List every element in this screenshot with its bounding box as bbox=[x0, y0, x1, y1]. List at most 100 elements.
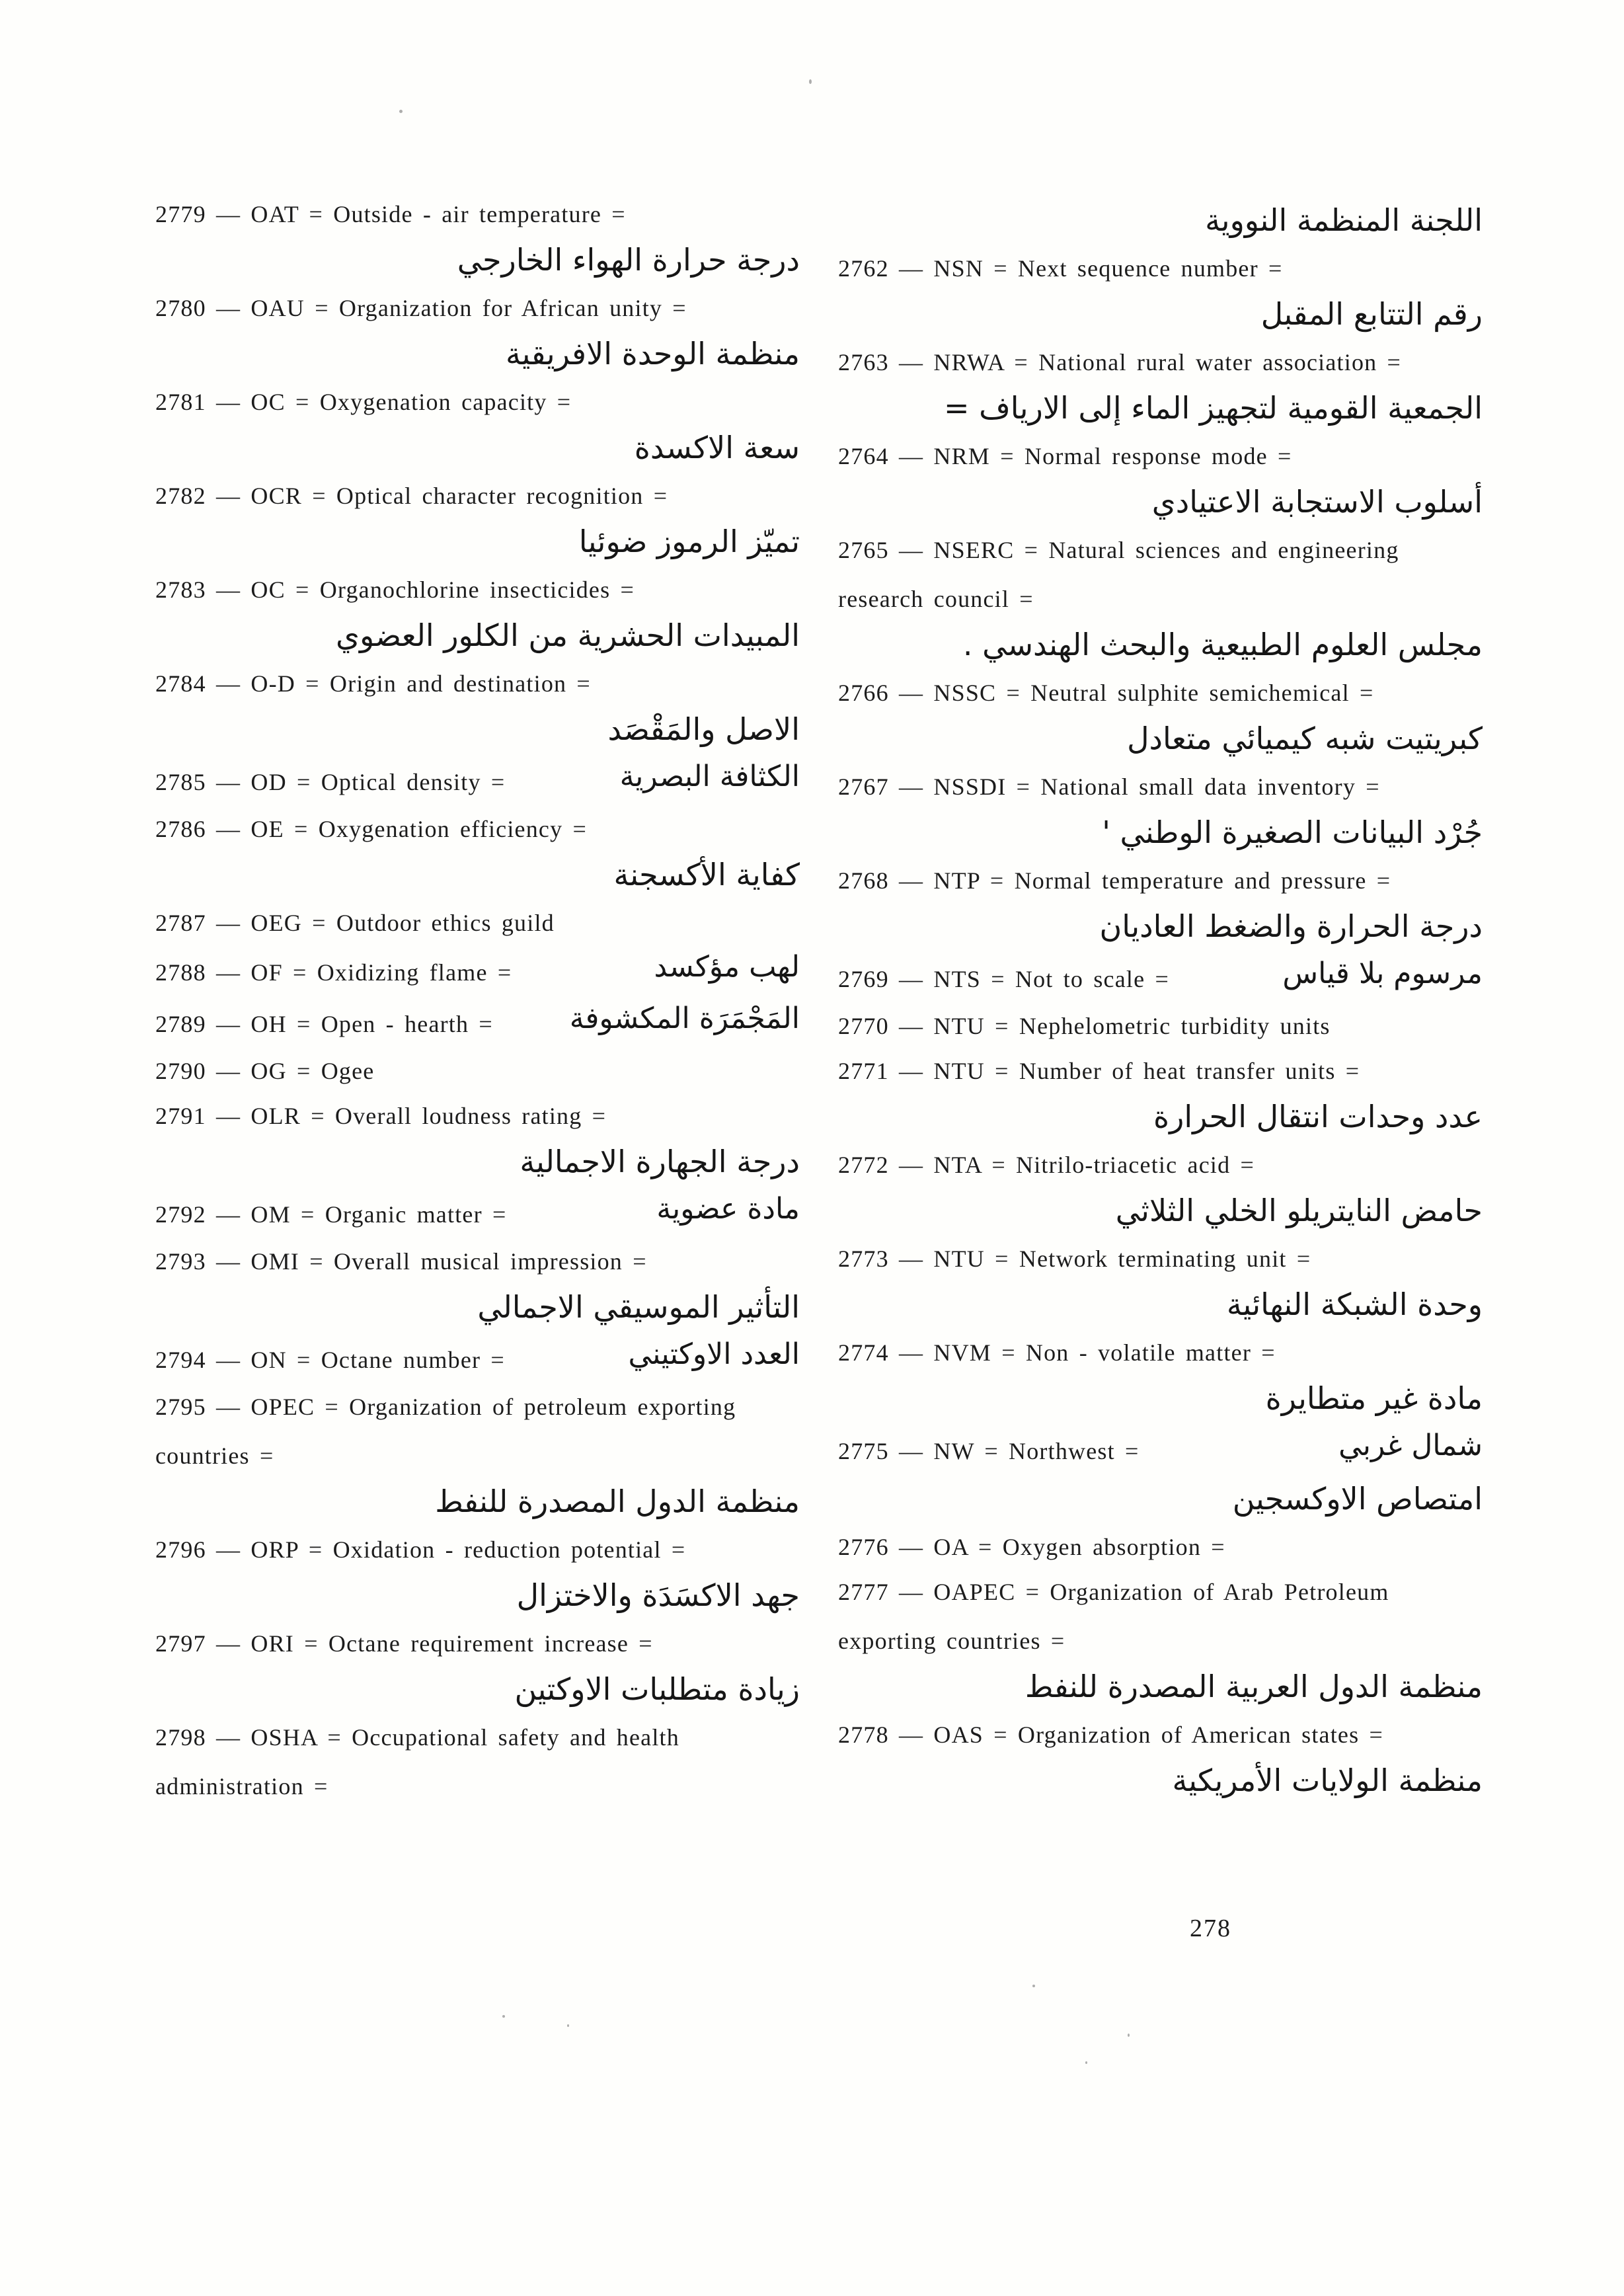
entry-english-text: 2775 — NW = Northwest = bbox=[838, 1438, 1140, 1464]
entry-arabic-translation: كفاية الأكسجنة bbox=[613, 857, 800, 892]
glossary-entry: 2765 — NSERC = Natural sciences and engi… bbox=[838, 534, 1483, 664]
entry-arabic-translation: مجلس العلوم الطبيعية والبحث الهندسي . bbox=[962, 627, 1483, 662]
entry-line: 2763 — NRWA = National rural water assoc… bbox=[838, 346, 1483, 378]
glossary-entry: 2787 — OEG = Outdoor ethics guild bbox=[155, 907, 800, 939]
entry-line: 2764 — NRM = Normal response mode = bbox=[838, 440, 1483, 472]
entry-line: 2762 — NSN = Next sequence number = bbox=[838, 253, 1483, 284]
entry-english-text: 2765 — NSERC = Natural sciences and engi… bbox=[838, 537, 1399, 563]
entry-english-text: 2794 — ON = Octane number = bbox=[155, 1347, 505, 1373]
entry-arabic-translation: تميّز الرموز ضوئيا bbox=[578, 524, 800, 559]
glossary-entry: 2762 — NSN = Next sequence number = رقم … bbox=[838, 253, 1483, 333]
entry-line: 2789 — OH = Open - hearth = المَجْمَرَة … bbox=[155, 1002, 800, 1042]
entry-arabic-translation: درجة حرارة الهواء الخارجي bbox=[457, 242, 800, 278]
entry-line: 2780 — OAU = Organization for African un… bbox=[155, 292, 800, 324]
glossary-entry: 2784 — O-D = Origin and destination = ال… bbox=[155, 668, 800, 748]
entry-line: 2794 — ON = Octane number = العدد الاوكت… bbox=[155, 1337, 800, 1378]
entry-arabic-inline: لهب مؤكسد bbox=[654, 950, 800, 984]
entry-line: 2781 — OC = Oxygenation capacity = bbox=[155, 386, 800, 418]
glossary-entry: اللجنة المنظمة النووية bbox=[838, 159, 1483, 239]
glossary-entry: 2771 — NTU = Number of heat transfer uni… bbox=[838, 1055, 1483, 1136]
entry-line: 2782 — OCR = Optical character recogniti… bbox=[155, 480, 800, 512]
glossary-entry: 2775 — NW = Northwest = شمال غربي امتصاص… bbox=[838, 1429, 1483, 1518]
glossary-entry: 2789 — OH = Open - hearth = المَجْمَرَة … bbox=[155, 1002, 800, 1042]
entry-arabic-inline: العدد الاوكتيني bbox=[628, 1337, 800, 1371]
glossary-entry: 2776 — OA = Oxygen absorption = bbox=[838, 1531, 1483, 1563]
entry-arabic-translation: حامض النايتريلو الخلي الثلاثي bbox=[1115, 1193, 1483, 1228]
entry-english-text: 2763 — NRWA = National rural water assoc… bbox=[838, 349, 1402, 376]
entry-line: 2779 — OAT = Outside - air temperature = bbox=[155, 198, 800, 230]
scan-speck bbox=[1032, 1985, 1035, 1987]
entry-arabic-translation: منظمة الولايات الأمريكية bbox=[1172, 1762, 1483, 1798]
glossary-entry: 2793 — OMI = Overall musical impression … bbox=[155, 1246, 800, 1326]
glossary-entry: 2783 — OC = Organochlorine insecticides … bbox=[155, 574, 800, 654]
entry-english-text: 2788 — OF = Oxidizing flame = bbox=[155, 959, 512, 986]
column-left: 2779 — OAT = Outside - air temperature =… bbox=[155, 198, 800, 1815]
glossary-entry: 2798 — OSHA = Occupational safety and he… bbox=[155, 1722, 800, 1802]
entry-arabic-translation: رقم التتابع المقبل bbox=[1260, 296, 1483, 332]
scan-speck bbox=[502, 2015, 505, 2018]
entry-arabic-translation: منظمة الدول المصدرة للنفط bbox=[435, 1484, 800, 1519]
entry-english-text: 2777 — OAPEC = Organization of Arab Petr… bbox=[838, 1579, 1389, 1605]
entry-line: 2768 — NTP = Normal temperature and pres… bbox=[838, 865, 1483, 896]
entry-english-continuation: research council = bbox=[838, 586, 1034, 612]
entry-line: 2771 — NTU = Number of heat transfer uni… bbox=[838, 1055, 1483, 1087]
entry-line bbox=[838, 159, 1483, 190]
glossary-entry: 2795 — OPEC = Organization of petroleum … bbox=[155, 1391, 800, 1521]
entry-english-text: 2798 — OSHA = Occupational safety and he… bbox=[155, 1724, 679, 1751]
entry-line: 2775 — NW = Northwest = شمال غربي bbox=[838, 1429, 1483, 1469]
entry-arabic-translation: أسلوب الاستجابة الاعتيادي bbox=[1151, 484, 1483, 520]
entry-english-continuation: administration = bbox=[155, 1773, 329, 1800]
entry-line: 2777 — OAPEC = Organization of Arab Petr… bbox=[838, 1576, 1483, 1608]
entry-line: 2783 — OC = Organochlorine insecticides … bbox=[155, 574, 800, 606]
entry-arabic-translation: جهد الاكسَدَة والاختزال bbox=[516, 1577, 800, 1613]
entry-english-text: 2793 — OMI = Overall musical impression … bbox=[155, 1248, 647, 1275]
entry-line: 2774 — NVM = Non - volatile matter = bbox=[838, 1337, 1483, 1368]
entry-line: 2787 — OEG = Outdoor ethics guild bbox=[155, 907, 800, 939]
glossary-entry: 2766 — NSSC = Neutral sulphite semichemi… bbox=[838, 677, 1483, 758]
glossary-entry: 2772 — NTA = Nitrilo-triacetic acid = حا… bbox=[838, 1149, 1483, 1230]
glossary-entry: 2797 — ORI = Octane requirement increase… bbox=[155, 1628, 800, 1708]
entry-line: 2770 — NTU = Nephelometric turbidity uni… bbox=[838, 1010, 1483, 1042]
entry-arabic-translation: كبريتيت شبه كيميائي متعادل bbox=[1127, 721, 1483, 756]
entry-arabic-translation: سعة الاكسدة bbox=[634, 430, 800, 465]
entry-english-text: 2769 — NTS = Not to scale = bbox=[838, 966, 1169, 992]
entry-line: 2785 — OD = Optical density = الكثافة ال… bbox=[155, 760, 800, 800]
glossary-entry: 2763 — NRWA = National rural water assoc… bbox=[838, 346, 1483, 427]
entry-arabic-inline: الكثافة البصرية bbox=[619, 760, 800, 793]
glossary-entry: 2782 — OCR = Optical character recogniti… bbox=[155, 480, 800, 561]
entry-english-text: 2792 — OM = Organic matter = bbox=[155, 1201, 507, 1228]
glossary-entry: 2785 — OD = Optical density = الكثافة ال… bbox=[155, 760, 800, 800]
entry-english-text: 2778 — OAS = Organization of American st… bbox=[838, 1722, 1384, 1748]
entry-line: 2788 — OF = Oxidizing flame = لهب مؤكسد bbox=[155, 950, 800, 990]
entry-english-text: 2790 — OG = Ogee bbox=[155, 1058, 375, 1084]
entry-english-text: 2787 — OEG = Outdoor ethics guild bbox=[155, 910, 555, 936]
entry-line: 2795 — OPEC = Organization of petroleum … bbox=[155, 1391, 800, 1423]
page-number: 278 bbox=[1190, 1915, 1231, 1942]
scan-speck bbox=[399, 110, 403, 113]
entry-line: 2796 — ORP = Oxidation - reduction poten… bbox=[155, 1534, 800, 1565]
entry-arabic-translation: زيادة متطلبات الاوكتين bbox=[514, 1671, 800, 1707]
entry-line: 2790 — OG = Ogee bbox=[155, 1055, 800, 1087]
entry-english-text: 2783 — OC = Organochlorine insecticides … bbox=[155, 576, 635, 603]
glossary-entry: 2781 — OC = Oxygenation capacity = سعة ا… bbox=[155, 386, 800, 467]
scan-speck bbox=[1128, 2034, 1130, 2037]
entry-line: 2772 — NTA = Nitrilo-triacetic acid = bbox=[838, 1149, 1483, 1181]
glossary-entry: 2780 — OAU = Organization for African un… bbox=[155, 292, 800, 373]
entry-english-text: 2764 — NRM = Normal response mode = bbox=[838, 443, 1292, 469]
entry-arabic-translation: درجة الحرارة والضغط العاديان bbox=[1099, 908, 1483, 944]
glossary-entry: 2774 — NVM = Non - volatile matter = ماد… bbox=[838, 1337, 1483, 1417]
entry-arabic-inline: مادة عضوية bbox=[656, 1192, 800, 1226]
glossary-entry: 2791 — OLR = Overall loudness rating = د… bbox=[155, 1100, 800, 1181]
entry-line: 2791 — OLR = Overall loudness rating = bbox=[155, 1100, 800, 1132]
entry-english-text: 2770 — NTU = Nephelometric turbidity uni… bbox=[838, 1013, 1331, 1039]
entry-english-text: 2797 — ORI = Octane requirement increase… bbox=[155, 1630, 653, 1657]
entry-line: 2769 — NTS = Not to scale = مرسوم بلا قي… bbox=[838, 957, 1483, 997]
entry-arabic-inline: مرسوم بلا قياس bbox=[1282, 957, 1483, 990]
scan-speck bbox=[567, 2024, 569, 2027]
entry-line: 2778 — OAS = Organization of American st… bbox=[838, 1719, 1483, 1751]
glossary-entry: 2778 — OAS = Organization of American st… bbox=[838, 1719, 1483, 1800]
entry-english-text: 2776 — OA = Oxygen absorption = bbox=[838, 1534, 1225, 1560]
entry-english-text: 2779 — OAT = Outside - air temperature = bbox=[155, 201, 626, 227]
entry-english-text: 2773 — NTU = Network terminating unit = bbox=[838, 1246, 1311, 1272]
